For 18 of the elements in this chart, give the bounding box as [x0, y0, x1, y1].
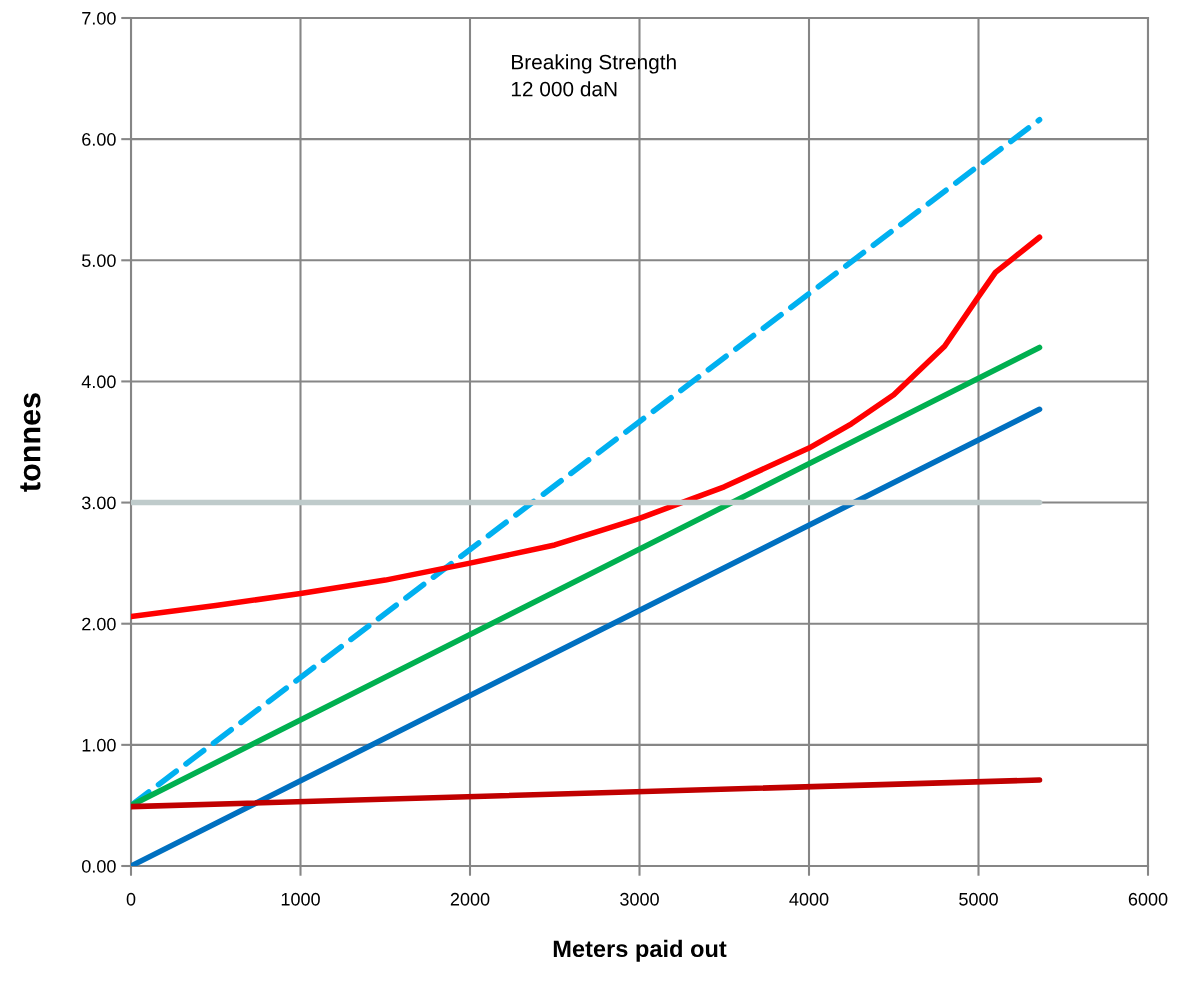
x-tick-label: 2000: [450, 892, 490, 906]
x-tick-label: 6000: [1128, 892, 1168, 906]
y-tick-label: 6.00: [82, 133, 116, 146]
annotation: Breaking Strength 12 000 daN: [511, 54, 676, 97]
x-tick-label: 5000: [959, 892, 998, 906]
x-axis-title: Meters paid out: [553, 939, 727, 962]
y-tick-label: 3.00: [81, 496, 116, 510]
y-tick-label: 7.00: [82, 11, 116, 25]
x-tick-label: 0: [126, 892, 136, 906]
y-axis-title: tonnes: [20, 393, 41, 492]
y-tick-label: 0.00: [81, 859, 116, 873]
y-tick-label: 2.00: [82, 617, 116, 631]
y-tick-label: 1.00: [82, 738, 116, 752]
x-tick-label: 4000: [789, 892, 829, 906]
y-tick-label: 5.00: [82, 254, 116, 268]
x-tick-label: 1000: [281, 892, 320, 906]
y-tick-label: 4.00: [81, 375, 116, 389]
x-tick-label: 3000: [620, 892, 659, 906]
